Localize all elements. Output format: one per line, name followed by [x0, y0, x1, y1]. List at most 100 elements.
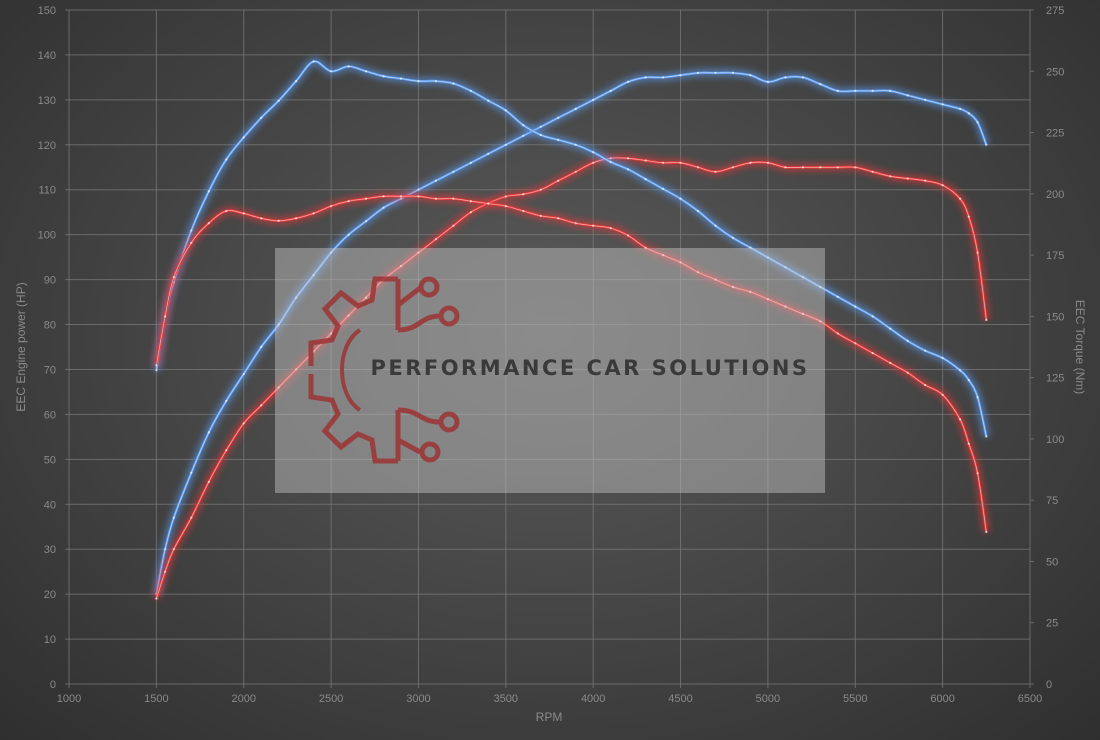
- data-point: [242, 212, 245, 215]
- y-left-tick-label: 10: [44, 634, 56, 646]
- data-point: [836, 89, 839, 92]
- watermark-logo-icon: [308, 276, 460, 464]
- data-point: [924, 349, 927, 352]
- data-point: [871, 352, 874, 355]
- watermark-panel: [275, 248, 825, 493]
- data-point: [347, 314, 350, 317]
- data-point: [854, 305, 857, 308]
- x-tick-label: 1500: [144, 693, 168, 705]
- data-point: [644, 246, 647, 249]
- x-tick-label: 5000: [756, 693, 780, 705]
- data-point: [574, 143, 577, 146]
- data-point: [225, 158, 228, 161]
- data-point: [801, 312, 805, 315]
- data-point: [364, 220, 368, 223]
- data-point: [557, 116, 560, 119]
- data-point: [190, 229, 193, 232]
- data-point: [277, 99, 280, 102]
- data-point: [364, 197, 368, 200]
- data-point: [312, 60, 315, 63]
- data-point: [941, 393, 944, 396]
- data-point: [312, 212, 315, 215]
- data-point: [190, 241, 193, 244]
- data-point: [976, 472, 979, 475]
- data-point: [731, 166, 735, 169]
- data-point: [242, 422, 245, 425]
- data-point: [609, 89, 612, 92]
- data-point: [539, 133, 542, 137]
- left-axis-title: EEC Engine power (HP): [14, 282, 28, 411]
- data-point: [967, 112, 970, 115]
- data-point: [242, 372, 245, 376]
- data-point: [330, 205, 333, 208]
- data-point: [155, 369, 158, 372]
- x-axis-title: RPM: [536, 710, 563, 724]
- x-tick-label: 6500: [1018, 693, 1042, 705]
- y-right-tick-label: 175: [1046, 250, 1064, 262]
- data-point: [749, 161, 752, 164]
- x-tick-label: 2500: [319, 693, 343, 705]
- data-point: [190, 471, 193, 474]
- data-point: [522, 209, 525, 213]
- y-right-tick-label: 25: [1046, 618, 1058, 630]
- data-point: [487, 202, 490, 205]
- data-point: [889, 89, 892, 92]
- data-point: [330, 332, 333, 335]
- data-point: [539, 188, 542, 191]
- data-point: [924, 179, 927, 182]
- data-point: [574, 107, 577, 110]
- data-point: [207, 431, 210, 434]
- data-point: [696, 209, 700, 213]
- data-point: [889, 361, 892, 364]
- data-point: [609, 160, 612, 164]
- data-point: [539, 125, 542, 128]
- data-point: [889, 175, 892, 178]
- data-point: [295, 368, 298, 371]
- data-point: [155, 597, 158, 600]
- data-point: [662, 76, 665, 79]
- data-point: [364, 296, 368, 299]
- data-point: [836, 332, 839, 335]
- data-point: [347, 233, 350, 236]
- data-point: [766, 80, 770, 83]
- torque-stock-line: [152, 192, 991, 534]
- y-right-tick-label: 75: [1046, 495, 1058, 507]
- data-point: [924, 383, 927, 387]
- data-point: [627, 168, 630, 171]
- data-point: [976, 251, 979, 254]
- data-point: [277, 323, 280, 326]
- data-point: [557, 179, 560, 182]
- data-point: [906, 94, 909, 97]
- data-point: [469, 211, 472, 214]
- data-point: [172, 516, 175, 519]
- data-point: [696, 271, 700, 274]
- data-point: [854, 342, 857, 345]
- x-tick-label: 2000: [231, 693, 255, 705]
- data-point: [941, 356, 944, 360]
- x-tick-label: 1000: [57, 693, 81, 705]
- x-tick-label: 3000: [406, 693, 430, 705]
- y-left-tick-label: 90: [44, 275, 56, 287]
- data-point: [434, 197, 437, 200]
- data-point: [225, 399, 228, 402]
- data-point: [985, 435, 988, 438]
- data-point: [819, 166, 822, 169]
- data-point: [574, 222, 577, 225]
- y-left-tick-label: 40: [44, 499, 56, 511]
- y-left-tick-label: 80: [44, 320, 56, 332]
- power-stock-line: [152, 153, 991, 600]
- right-axis-ticks: 0 25 50 75 100 125 150 175 200 225 250 275: [1046, 5, 1064, 691]
- data-point: [644, 178, 647, 181]
- data-point: [277, 386, 280, 389]
- y-right-tick-label: 150: [1046, 311, 1064, 323]
- data-point: [801, 276, 805, 279]
- data-point: [854, 166, 857, 169]
- watermark: PERFORMANCE CAR SOLUTIONS: [275, 248, 825, 493]
- y-left-tick-label: 120: [38, 140, 56, 152]
- data-point: [207, 190, 210, 193]
- data-point: [696, 166, 700, 169]
- data-point: [976, 121, 979, 124]
- data-point: [906, 177, 909, 180]
- data-point: [592, 98, 595, 101]
